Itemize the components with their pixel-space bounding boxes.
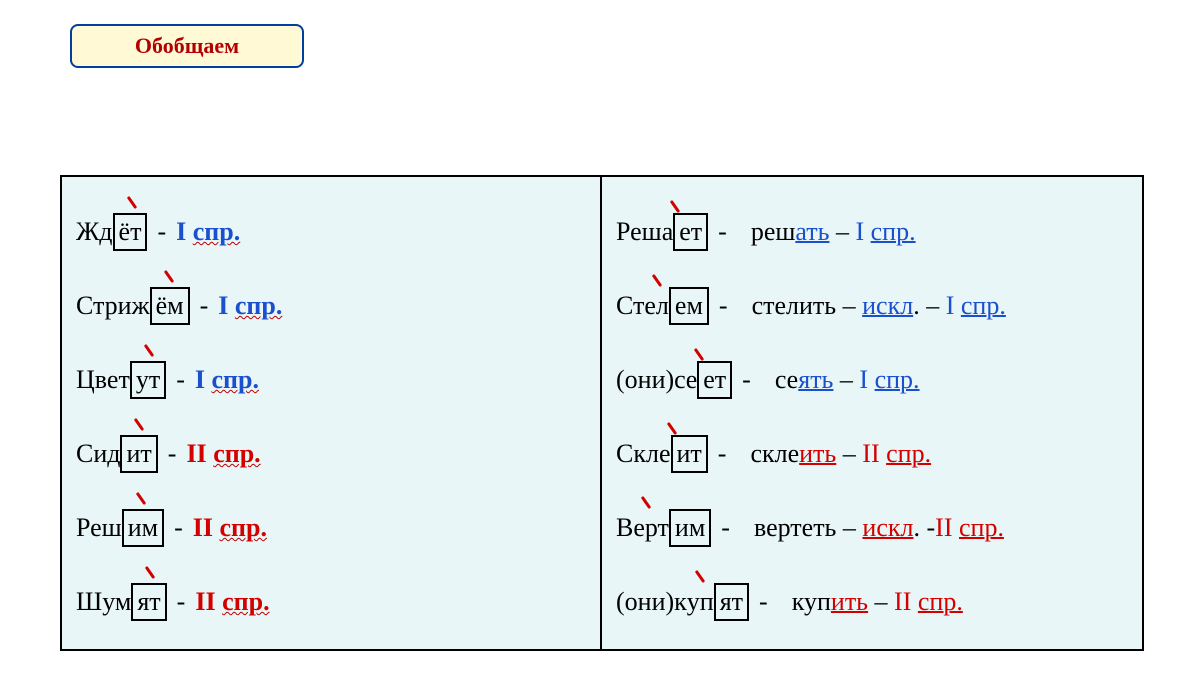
dash: - [168,439,177,469]
stem: Скл [616,439,659,469]
conjugation-tag: I спр. [218,291,282,321]
left-row: Решим - II спр. [76,491,586,565]
conjugation-table: Ждёт - I спр.Стрижём - I спр.Цветут - I … [60,175,1144,651]
summary-badge-text: Обобщаем [135,33,239,59]
left-row: Цветут - I спр. [76,343,586,417]
dash: - [177,587,186,617]
stem-tail: п [700,587,714,617]
dash: - [157,217,166,247]
dash: - [176,365,185,395]
ending-box: ят [131,583,166,621]
ending-box: ём [150,287,190,325]
stem: Цвет [76,365,130,395]
stressed-vowel: е [686,365,698,395]
conjugation-tag: II спр. [193,513,267,543]
ending-box: им [669,509,711,547]
right-row: Склеит - склеить – II спр. [616,417,1128,491]
dash: - [759,587,768,617]
ending-box: ут [130,361,166,399]
dash: - [718,217,727,247]
stem: В [616,513,633,543]
stem: Жд [76,217,113,247]
right-row: (они) сеет - сеять – I спр. [616,343,1128,417]
stressed-vowel: е [659,439,671,469]
verb-word: (они) купят [616,583,749,621]
dash: - [174,513,183,543]
dash: - [200,291,209,321]
right-row: Решает - решать – I спр. [616,195,1128,269]
ending-box: им [122,509,164,547]
infinitive-answer: склеить – II спр. [750,439,931,469]
stem: Сид [76,439,120,469]
conjugation-tag: II спр. [195,587,269,617]
stem: Ст [616,291,644,321]
summary-badge: Обобщаем [70,24,304,68]
stressed-vowel: у [687,587,700,617]
left-row: Сидит - II спр. [76,417,586,491]
ending-box: ёт [113,213,148,251]
stressed-vowel: а [662,217,674,247]
stressed-vowel: е [633,513,645,543]
stem: с [674,365,686,395]
dash: - [718,439,727,469]
ending-box: ет [673,213,708,251]
left-column: Ждёт - I спр.Стрижём - I спр.Цветут - I … [62,177,602,649]
stem: к [674,587,687,617]
verb-word: Стелем [616,287,709,325]
stem: Шум [76,587,131,617]
stem: Стриж [76,291,150,321]
verb-word: Цветут [76,361,166,399]
right-row: Вертим - вертеть – искл. -II спр. [616,491,1128,565]
verb-word: Решает [616,213,708,251]
left-row: Шумят - II спр. [76,565,586,639]
left-row: Ждёт - I спр. [76,195,586,269]
verb-word: Сидит [76,435,158,473]
infinitive-answer: стелить – искл. – I спр. [752,291,1006,321]
stem: Реш [616,217,662,247]
prefix: (они) [616,365,674,395]
ending-box: ит [671,435,708,473]
ending-box: ят [714,583,749,621]
ending-box: ит [120,435,157,473]
right-column: Решает - решать – I спр.Стелем - стелить… [602,177,1142,649]
ending-box: ет [697,361,732,399]
verb-word: Ждёт [76,213,147,251]
conjugation-tag: II спр. [186,439,260,469]
verb-word: Шумят [76,583,167,621]
stressed-vowel: е [644,291,656,321]
stem-tail: рт [645,513,669,543]
verb-word: Решим [76,509,164,547]
dash: - [721,513,730,543]
conjugation-tag: I спр. [176,217,240,247]
left-row: Стрижём - I спр. [76,269,586,343]
right-row: (они) купят - купить – II спр. [616,565,1128,639]
right-row: Стелем - стелить – искл. – I спр. [616,269,1128,343]
infinitive-answer: купить – II спр. [792,587,963,617]
stem: Реш [76,513,122,543]
verb-word: Стрижём [76,287,190,325]
infinitive-answer: сеять – I спр. [775,365,920,395]
prefix: (они) [616,587,674,617]
infinitive-answer: решать – I спр. [751,217,916,247]
infinitive-answer: вертеть – искл. -II спр. [754,513,1004,543]
ending-box: ем [669,287,709,325]
stem-tail: л [656,291,669,321]
verb-word: (они) сеет [616,361,732,399]
dash: - [719,291,728,321]
dash: - [742,365,751,395]
verb-word: Вертим [616,509,711,547]
verb-word: Склеит [616,435,708,473]
conjugation-tag: I спр. [195,365,259,395]
